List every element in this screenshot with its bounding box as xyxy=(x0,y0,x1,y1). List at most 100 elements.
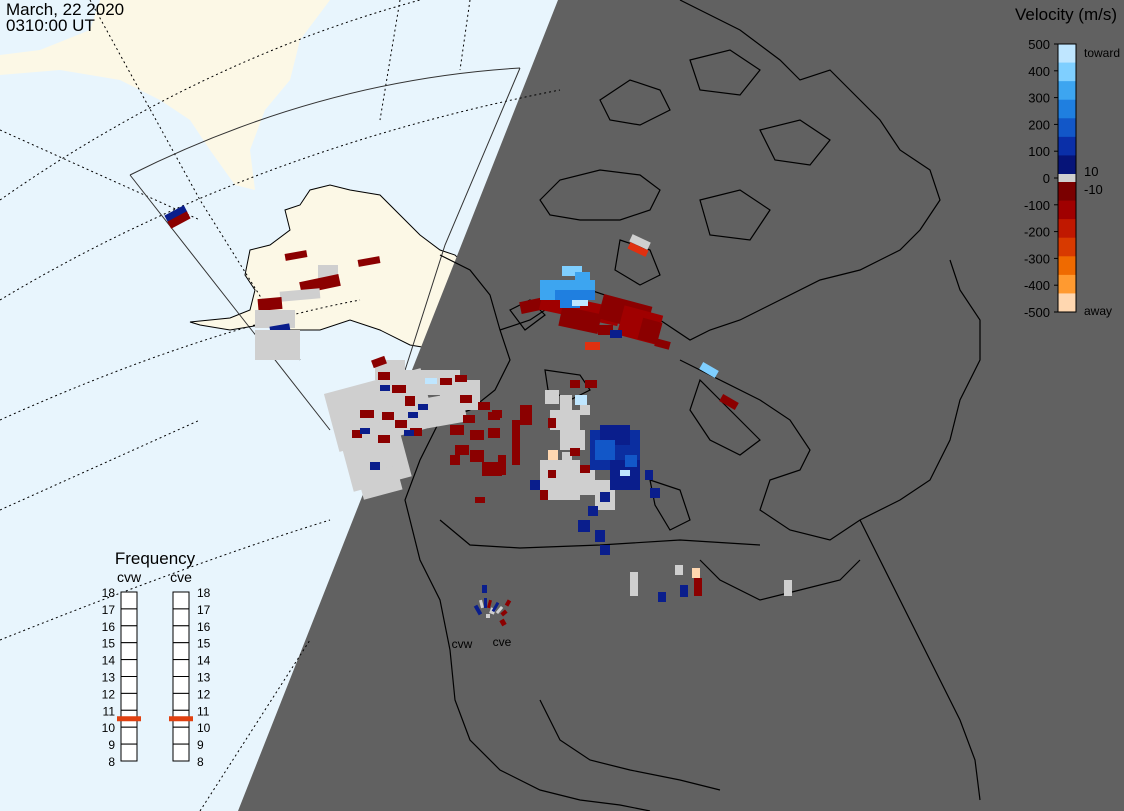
radar-site-label-cve: cve xyxy=(493,635,512,649)
frequency-scale-label: 9 xyxy=(108,738,115,752)
colorbar-title: Velocity (m/s) xyxy=(1015,5,1117,24)
radar-echo-cell xyxy=(550,410,580,430)
radar-echo-cell xyxy=(475,497,485,503)
frequency-title: Frequency xyxy=(115,549,196,568)
radar-echo-cell xyxy=(299,273,341,295)
radar-echo-cell xyxy=(719,394,739,410)
header-date: March, 22 2020 xyxy=(6,0,125,19)
radar-echo-cell xyxy=(555,290,595,300)
radar-echo-cell xyxy=(600,492,610,502)
radar-site-echo xyxy=(487,599,492,609)
radar-echo-cell xyxy=(410,428,422,436)
radar-echo-cell xyxy=(380,385,390,391)
frequency-scale-label: 17 xyxy=(197,603,211,617)
radar-echo-cell xyxy=(371,355,387,369)
colorbar-swatch-away xyxy=(1058,237,1076,257)
frequency-scale-label: 14 xyxy=(197,654,211,668)
frequency-scale-label: 8 xyxy=(197,755,204,769)
radar-echo-cell xyxy=(658,592,666,602)
radar-site-label-cvw: cvw xyxy=(452,637,473,651)
radar-echo-cell xyxy=(164,205,188,223)
radar-site-echo xyxy=(486,614,490,618)
colorbar-swatch-toward xyxy=(1058,155,1076,175)
frequency-radar-label-cvw: cvw xyxy=(117,569,142,585)
radar-echo-cell xyxy=(284,250,308,261)
radar-site-echo xyxy=(473,604,483,616)
radar-echo-cell xyxy=(572,300,588,306)
colorbar-label-plus10: 10 xyxy=(1084,164,1098,179)
radar-echo-cell xyxy=(600,545,610,555)
radar-echo-cell xyxy=(360,410,374,418)
radar-site-echo xyxy=(482,585,487,593)
frequency-scale-label: 13 xyxy=(102,671,116,685)
radar-echo-cell xyxy=(478,402,490,410)
radar-echo-cell xyxy=(255,330,300,360)
frequency-scale-label: 17 xyxy=(102,603,116,617)
radar-echo-cell xyxy=(548,470,556,478)
colorbar-tick-label: -400 xyxy=(1024,278,1050,293)
frequency-scale-label: 9 xyxy=(197,738,204,752)
radar-echo-cell xyxy=(512,420,520,465)
radar-site-echo xyxy=(491,601,500,613)
radar-echo-cell xyxy=(625,475,640,490)
frequency-scale-label: 16 xyxy=(197,620,211,634)
radar-echo-cell xyxy=(167,211,191,229)
land-siberia xyxy=(0,0,330,190)
frequency-scale-label: 10 xyxy=(197,721,211,735)
radar-echo-cell xyxy=(558,306,602,334)
colorbar-swatch-toward xyxy=(1058,136,1076,156)
colorbar-tick-label: 400 xyxy=(1028,64,1050,79)
radar-echo-cell xyxy=(598,325,613,335)
radar-echo-cell xyxy=(450,455,460,465)
colorbar-label-toward: toward xyxy=(1084,46,1120,60)
radar-echo-cell xyxy=(580,405,590,415)
radar-echo-cell xyxy=(540,490,548,500)
frequency-scale-label: 18 xyxy=(102,586,116,600)
radar-echo-cell xyxy=(625,455,637,467)
frequency-scale-label: 12 xyxy=(197,687,211,701)
colorbar-swatch-toward xyxy=(1058,44,1076,64)
frequency-cell xyxy=(172,608,190,627)
colorbar-swatch-away xyxy=(1058,219,1076,239)
radar-echo-cell xyxy=(627,242,649,257)
frequency-cell xyxy=(120,642,138,661)
radar-echo-cell xyxy=(482,462,502,476)
radar-echo-cell xyxy=(620,470,630,476)
frequency-cell xyxy=(172,625,190,644)
colorbar-label-minus10: -10 xyxy=(1084,182,1103,197)
radar-echo-cell xyxy=(575,272,590,280)
radar-echo-cell xyxy=(645,470,653,480)
radar-echo-cell xyxy=(357,256,381,267)
frequency-cell xyxy=(120,743,138,762)
radar-echo-cell xyxy=(498,455,506,475)
radar-echo-cell xyxy=(404,430,414,436)
colorbar-swatch-away xyxy=(1058,274,1076,294)
radar-echo-cell xyxy=(455,445,469,455)
radar-echo-cell xyxy=(382,412,394,420)
colorbar-tick-label: 300 xyxy=(1028,91,1050,106)
frequency-radar-label-cve: cve xyxy=(170,569,192,585)
radar-echo-cell xyxy=(440,378,452,385)
frequency-scale-label: 11 xyxy=(197,704,210,718)
colorbar-tick-label: -200 xyxy=(1024,225,1050,240)
radar-echo-cell xyxy=(460,395,472,403)
radar-echo-cell xyxy=(545,390,559,404)
radar-echo-cell xyxy=(405,396,415,406)
colorbar-swatch-away xyxy=(1058,256,1076,276)
radar-echo-cell xyxy=(784,580,792,596)
radar-echo-cell xyxy=(699,362,719,378)
radar-echo-cell xyxy=(455,375,467,382)
graticule xyxy=(0,0,561,811)
radar-echo-cell xyxy=(650,488,660,498)
radar-echo-cell xyxy=(378,372,390,380)
radar-echo-cell xyxy=(578,520,590,532)
colorbar-swatch-toward xyxy=(1058,118,1076,138)
radar-echo-cell xyxy=(560,430,585,450)
frequency-cell xyxy=(120,692,138,711)
frequency-cell xyxy=(120,726,138,745)
radar-echo-cell xyxy=(530,480,540,490)
radar-echo-cell xyxy=(560,300,580,308)
frequency-cell xyxy=(172,676,190,694)
frequency-scale-label: 8 xyxy=(108,755,115,769)
